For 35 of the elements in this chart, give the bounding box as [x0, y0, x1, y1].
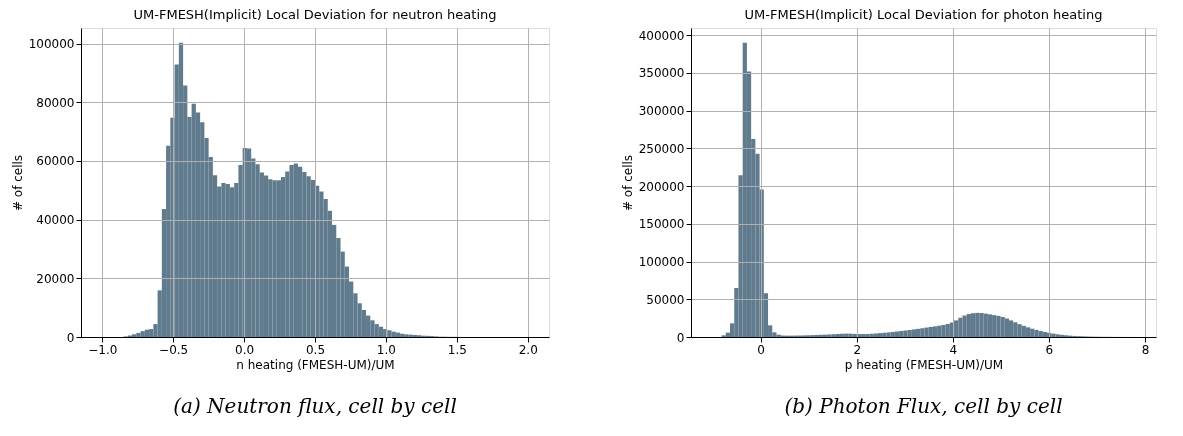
y-tick-label: 80000 [36, 95, 75, 110]
y-tick-label: 50000 [646, 292, 685, 307]
x-tick-label: 1.5 [447, 342, 467, 357]
y-tick-label: 250000 [638, 141, 685, 156]
y-tick-label: 200000 [638, 179, 685, 194]
x-tick-label: 6 [1045, 342, 1054, 357]
x-tick-label: 1.0 [376, 342, 396, 357]
x-tick-label: −1.0 [88, 342, 118, 357]
x-tick-label: 0.5 [305, 342, 326, 357]
y-tick-label: 40000 [36, 213, 75, 228]
y-tick-label: 0 [66, 330, 75, 345]
y-tick-label: 20000 [36, 271, 75, 286]
chart-title: UM-FMESH(Implicit) Local Deviation for photon heating [744, 7, 1103, 22]
x-tick-label: 2 [853, 342, 862, 357]
x-tick-label: 4 [949, 342, 958, 357]
y-tick-label: 350000 [638, 66, 685, 81]
x-axis-title: p heating (FMESH-UM)/UM [844, 357, 1004, 372]
x-axis-title: n heating (FMESH-UM)/UM [236, 357, 395, 372]
x-tick-label: 8 [1141, 342, 1150, 357]
text: (b) Photon Flux, cell by cell [784, 394, 1063, 418]
x-tick-label: 0.0 [235, 342, 255, 357]
y-tick-label: 100000 [28, 37, 75, 52]
x-tick-label: 0 [757, 342, 765, 357]
y-tick-label: 0 [676, 330, 685, 345]
y-tick-label: 150000 [638, 217, 685, 232]
chart-title: UM-FMESH(Implicit) Local Deviation for neutron heating [133, 7, 497, 22]
x-tick-label: −0.5 [159, 342, 189, 357]
text: (a) Neutron flux, cell by cell [173, 394, 457, 418]
y-tick-label: 300000 [638, 104, 685, 119]
y-axis-title: # of cells [10, 154, 25, 212]
y-tick-label: 400000 [638, 28, 685, 43]
x-tick-label: 2.0 [518, 342, 538, 357]
y-tick-label: 100000 [638, 255, 685, 270]
y-tick-label: 60000 [36, 154, 75, 169]
y-axis-title: # of cells [620, 154, 635, 212]
